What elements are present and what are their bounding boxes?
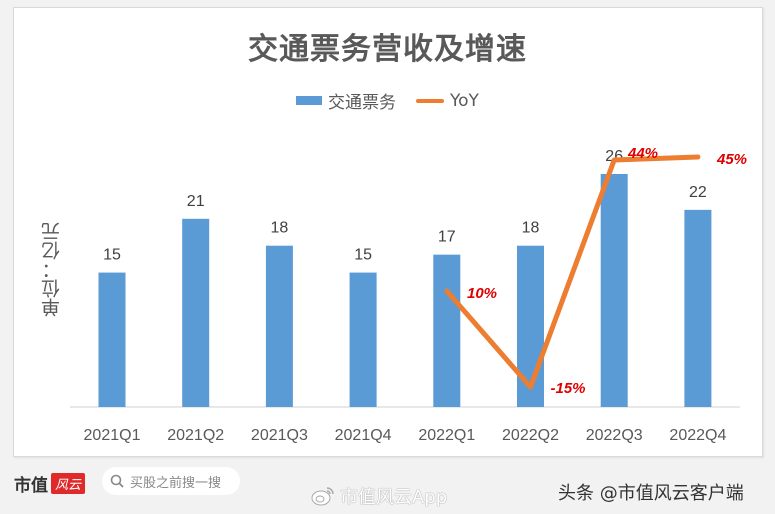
x-tick-label: 2022Q1 [418, 427, 475, 444]
yoy-line[interactable] [444, 154, 701, 390]
search-placeholder: 买股之前搜一搜 [130, 475, 222, 491]
legend-line-label: YoY [450, 90, 479, 111]
legend-item-bar: 交通票务 [296, 88, 396, 113]
bar-value-label: 15 [354, 247, 372, 264]
chart-panel [13, 7, 763, 457]
legend-bar-swatch [296, 96, 323, 105]
logo-text: 市值 [14, 476, 48, 496]
bar-value-label: 18 [522, 220, 540, 237]
x-tick-label: 2021Q1 [84, 427, 141, 444]
yoy-data-label: 10% [467, 285, 497, 302]
weibo-text: 市值风云App [340, 487, 448, 508]
legend-line-swatch [416, 98, 445, 103]
x-tick-label: 2021Q3 [251, 427, 308, 444]
x-tick-label: 2021Q4 [335, 427, 392, 444]
bar[interactable] [98, 272, 126, 407]
legend-item-line: YoY [404, 91, 479, 111]
bar[interactable] [182, 218, 210, 407]
bar[interactable] [684, 209, 712, 407]
toutiao-attribution: 头条 @市值风云客户端 [558, 483, 744, 504]
chart-legend: 交通票务 YoY [0, 88, 775, 113]
x-tick-label: 2022Q3 [586, 427, 643, 444]
bar-value-label: 21 [187, 193, 205, 210]
bar[interactable] [433, 254, 461, 407]
brand-logo[interactable]: 市值 风云 [14, 471, 86, 496]
yoy-data-label: 44% [627, 145, 658, 162]
bar-value-label: 15 [103, 247, 121, 264]
x-tick-label: 2021Q2 [167, 427, 224, 444]
bar[interactable] [600, 174, 628, 407]
bar-value-label: 18 [271, 220, 289, 237]
search-icon [110, 474, 124, 488]
x-tick-label: 2022Q4 [669, 427, 726, 444]
bar-value-label: 22 [689, 184, 707, 201]
bar-value-label: 17 [438, 229, 456, 246]
yoy-data-label: 45% [716, 151, 747, 168]
bar[interactable] [349, 272, 377, 407]
yoy-data-label: -15% [550, 380, 585, 397]
weibo-icon [311, 487, 334, 506]
logo-badge: 风云 [51, 473, 86, 494]
search-box[interactable]: 买股之前搜一搜 [102, 467, 240, 495]
chart-plot-area: 15 2021Q1 21 2021Q2 18 2021Q3 15 2021Q4 17 2022Q1… [70, 145, 747, 444]
chart-title: 交通票务营收及增速 [248, 32, 527, 67]
bar[interactable] [265, 245, 293, 407]
weibo-watermark: 市值风云App [310, 483, 447, 509]
legend-bar-label: 交通票务 [328, 93, 397, 113]
x-tick-label: 2022Q2 [502, 427, 559, 444]
